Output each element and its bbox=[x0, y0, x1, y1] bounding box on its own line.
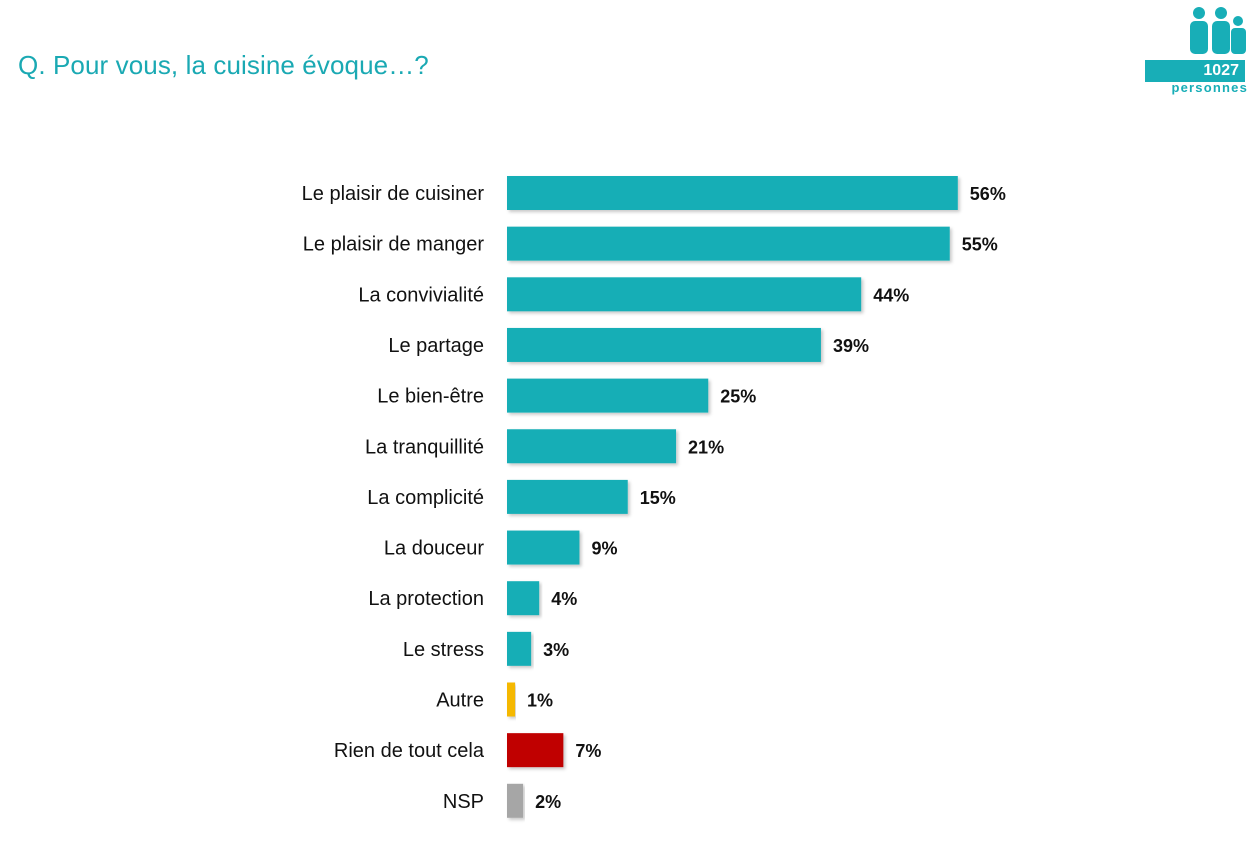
bar bbox=[507, 682, 516, 717]
respondents-badge: 1027 personnes bbox=[1142, 6, 1250, 96]
bar bbox=[507, 530, 580, 565]
respondent-unit: personnes bbox=[1171, 80, 1248, 95]
bar bbox=[507, 378, 709, 413]
bar bbox=[507, 479, 628, 514]
category-label: Le plaisir de manger bbox=[303, 234, 485, 256]
category-label: Le stress bbox=[403, 639, 484, 661]
category-label: Rien de tout cela bbox=[334, 740, 485, 762]
category-label: La douceur bbox=[384, 538, 484, 560]
bar bbox=[507, 733, 564, 768]
bar bbox=[507, 277, 862, 312]
value-label: 56% bbox=[970, 184, 1006, 204]
value-label: 9% bbox=[591, 539, 617, 559]
value-label: 44% bbox=[873, 285, 909, 305]
value-label: 7% bbox=[575, 741, 601, 761]
bar bbox=[507, 581, 540, 616]
respondent-count: 1027 bbox=[1145, 60, 1245, 82]
category-label: La convivialité bbox=[358, 284, 484, 306]
value-label: 39% bbox=[833, 336, 869, 356]
category-label: La complicité bbox=[367, 487, 484, 509]
value-label: 4% bbox=[551, 589, 577, 609]
bar bbox=[507, 327, 821, 362]
bar bbox=[507, 783, 524, 818]
category-label: La tranquillité bbox=[365, 436, 484, 458]
category-label: Le bien-être bbox=[377, 386, 484, 408]
value-label: 55% bbox=[962, 235, 998, 255]
value-label: 15% bbox=[640, 488, 676, 508]
bar bbox=[507, 631, 532, 666]
category-label: La protection bbox=[368, 588, 484, 610]
value-label: 3% bbox=[543, 640, 569, 660]
category-label: NSP bbox=[443, 791, 484, 813]
page-title: Q. Pour vous, la cuisine évoque…? bbox=[18, 50, 429, 80]
category-label: Le partage bbox=[388, 335, 484, 357]
value-label: 2% bbox=[535, 792, 561, 812]
value-label: 25% bbox=[720, 387, 756, 407]
category-label: Autre bbox=[436, 690, 484, 712]
value-label: 21% bbox=[688, 437, 724, 457]
bar bbox=[507, 429, 677, 464]
people-icon bbox=[1190, 7, 1246, 54]
value-label: 1% bbox=[527, 691, 553, 711]
category-label: Le plaisir de cuisiner bbox=[302, 183, 485, 205]
bar bbox=[507, 226, 950, 261]
bar bbox=[507, 176, 958, 210]
